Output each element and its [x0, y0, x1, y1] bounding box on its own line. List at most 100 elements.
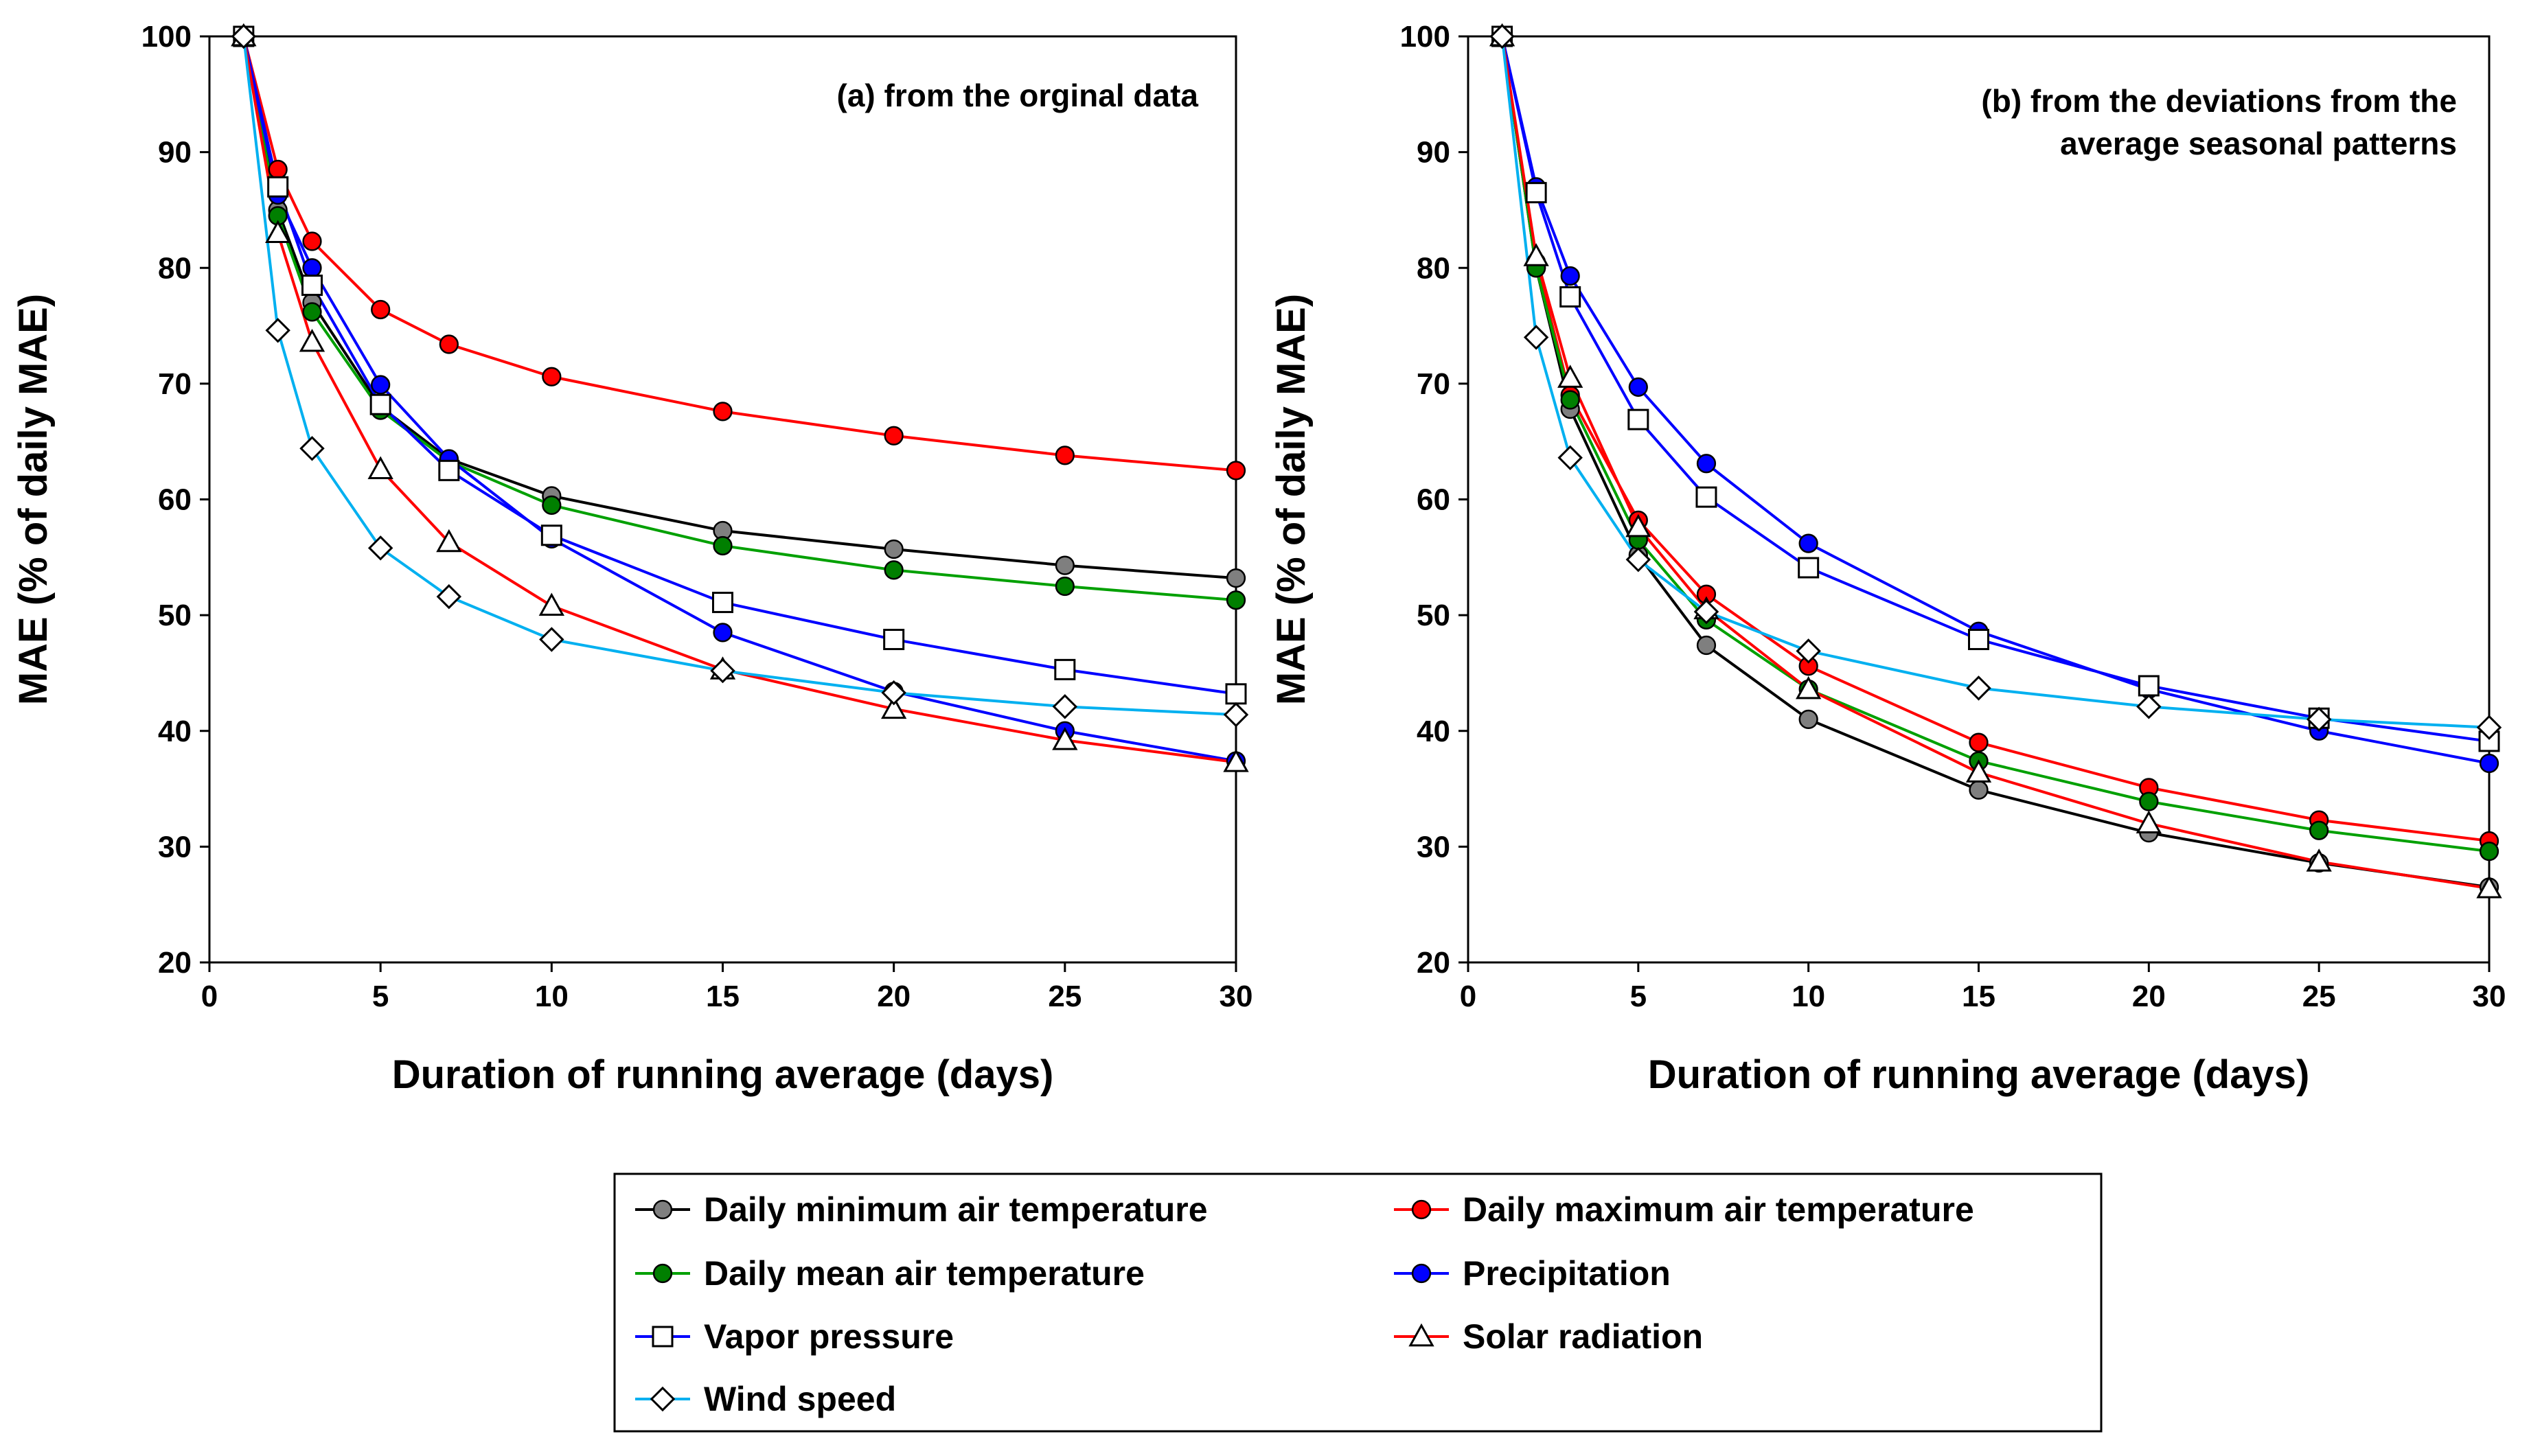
panel-b-chart: 20 30 40 50 60 70 80 90 100 0 5 10 15 20 25 30 Duration … [1269, 20, 2506, 1097]
series-line-daily-minimum-air-temperature [1500, 36, 2490, 889]
series-line-daily-maximum-air-temperature [242, 36, 1237, 472]
series-markers [1489, 23, 2502, 899]
point-wind-speed [2136, 694, 2162, 719]
legend-marker [652, 1263, 673, 1284]
point-daily-minimum-air-temperature [1055, 555, 1075, 575]
point-vapor-pressure [369, 393, 391, 415]
x-tick-label: 0 [1460, 980, 1476, 1013]
series-line-vapor-pressure [242, 36, 1237, 695]
point-daily-maximum-air-temperature [439, 334, 459, 354]
point-daily-mean-air-temperature [1560, 390, 1580, 410]
y-tick-label: 30 [1417, 830, 1450, 864]
panel-annotation: (a) from the orginal data [837, 78, 1199, 113]
y-tick-label: 60 [158, 483, 192, 517]
point-solar-radiation [265, 220, 291, 244]
point-daily-maximum-air-temperature [1969, 732, 1989, 752]
legend-item-daily-maximum-air-temperature: Daily maximum air temperature [1394, 1190, 1974, 1229]
point-precipitation [371, 375, 391, 395]
legend-item-wind-speed: Wind speed [635, 1380, 896, 1418]
y-tick-label: 80 [158, 251, 192, 285]
series-line-wind-speed [242, 36, 1237, 717]
series-line-precipitation [242, 36, 1237, 763]
point-solar-radiation [367, 456, 393, 480]
point-vapor-pressure [438, 459, 460, 481]
y-tick-label: 90 [158, 136, 192, 170]
point-daily-maximum-air-temperature [884, 426, 904, 446]
plot-area-frame [208, 35, 1237, 964]
legend-label: Vapor pressure [704, 1317, 954, 1356]
point-wind-speed [1693, 599, 1719, 625]
point-daily-mean-air-temperature [1226, 590, 1246, 610]
point-vapor-pressure [2138, 675, 2160, 697]
y-axis-title: MAE (% of daily MAE) [11, 294, 56, 705]
point-wind-speed [2476, 715, 2502, 740]
series-line-wind-speed [1500, 36, 2490, 729]
point-vapor-pressure [1627, 408, 1649, 430]
legend-item-vapor-pressure: Vapor pressure [635, 1317, 954, 1356]
legend-marker [652, 1326, 674, 1348]
legend-marker [652, 1199, 673, 1220]
point-daily-mean-air-temperature [542, 495, 562, 516]
point-vapor-pressure [712, 592, 733, 614]
point-solar-radiation [2476, 875, 2502, 899]
point-wind-speed [1223, 702, 1249, 728]
y-tick-label: 50 [158, 599, 192, 632]
point-daily-maximum-air-temperature [268, 159, 288, 180]
point-wind-speed [367, 535, 393, 561]
y-tick-label: 40 [158, 715, 192, 748]
point-wind-speed [1489, 23, 1515, 49]
point-precipitation [713, 623, 733, 643]
point-vapor-pressure [1695, 486, 1717, 508]
point-wind-speed [1052, 694, 1078, 719]
point-wind-speed [1557, 445, 1583, 471]
point-daily-mean-air-temperature [713, 535, 733, 556]
point-precipitation [302, 258, 322, 278]
point-daily-mean-air-temperature [884, 560, 904, 580]
point-precipitation [1798, 533, 1818, 553]
legend-marker [650, 1386, 676, 1412]
point-solar-radiation [1557, 365, 1583, 388]
point-wind-speed [2306, 706, 2332, 732]
x-tick-label: 20 [2132, 980, 2166, 1013]
point-solar-radiation [1523, 243, 1549, 266]
x-tick-label: 25 [2302, 980, 2336, 1013]
point-daily-maximum-air-temperature [1226, 461, 1246, 481]
x-tick-label: 20 [877, 980, 911, 1013]
point-daily-mean-air-temperature [302, 302, 322, 322]
point-wind-speed [710, 658, 735, 684]
point-solar-radiation [1625, 513, 1651, 538]
point-daily-minimum-air-temperature [1696, 635, 1717, 656]
point-daily-maximum-air-temperature [542, 367, 562, 386]
x-tick-label: 10 [535, 980, 569, 1013]
x-tick-label: 30 [2473, 980, 2506, 1013]
legend-item-daily-mean-air-temperature: Daily mean air temperature [635, 1254, 1145, 1293]
y-tick-label: 20 [158, 946, 192, 980]
series-line-solar-radiation [242, 36, 1237, 764]
point-wind-speed [1966, 675, 1991, 701]
y-tick-label: 70 [158, 367, 192, 401]
series-line-daily-minimum-air-temperature [242, 36, 1237, 580]
y-tick-label: 20 [1417, 946, 1450, 980]
x-tick-label: 5 [1630, 980, 1647, 1013]
point-daily-mean-air-temperature [2479, 841, 2499, 862]
point-vapor-pressure [883, 629, 905, 651]
point-daily-mean-air-temperature [2309, 820, 2329, 840]
panel-annotation-line: (b) from the deviations from the [1981, 83, 2457, 119]
point-daily-minimum-air-temperature [1226, 568, 1246, 588]
legend-item-solar-radiation: Solar radiation [1394, 1317, 1703, 1356]
y-tick-label: 70 [1417, 367, 1450, 401]
point-daily-maximum-air-temperature [713, 402, 733, 421]
point-vapor-pressure [1525, 182, 1547, 204]
legend-label: Daily maximum air temperature [1463, 1190, 1974, 1229]
series-line-precipitation [1500, 36, 2490, 765]
point-vapor-pressure [1968, 629, 1989, 651]
point-wind-speed [265, 318, 290, 343]
point-wind-speed [539, 627, 564, 652]
point-solar-radiation [2136, 810, 2162, 834]
panel-a-chart: 20 30 40 50 60 70 80 90 100 0 5 10 15 20 25 30 Duration … [11, 20, 1252, 1097]
legend-label: Precipitation [1463, 1254, 1671, 1293]
point-vapor-pressure [301, 275, 323, 297]
point-solar-radiation [436, 529, 462, 553]
legend-marker [1411, 1263, 1432, 1284]
